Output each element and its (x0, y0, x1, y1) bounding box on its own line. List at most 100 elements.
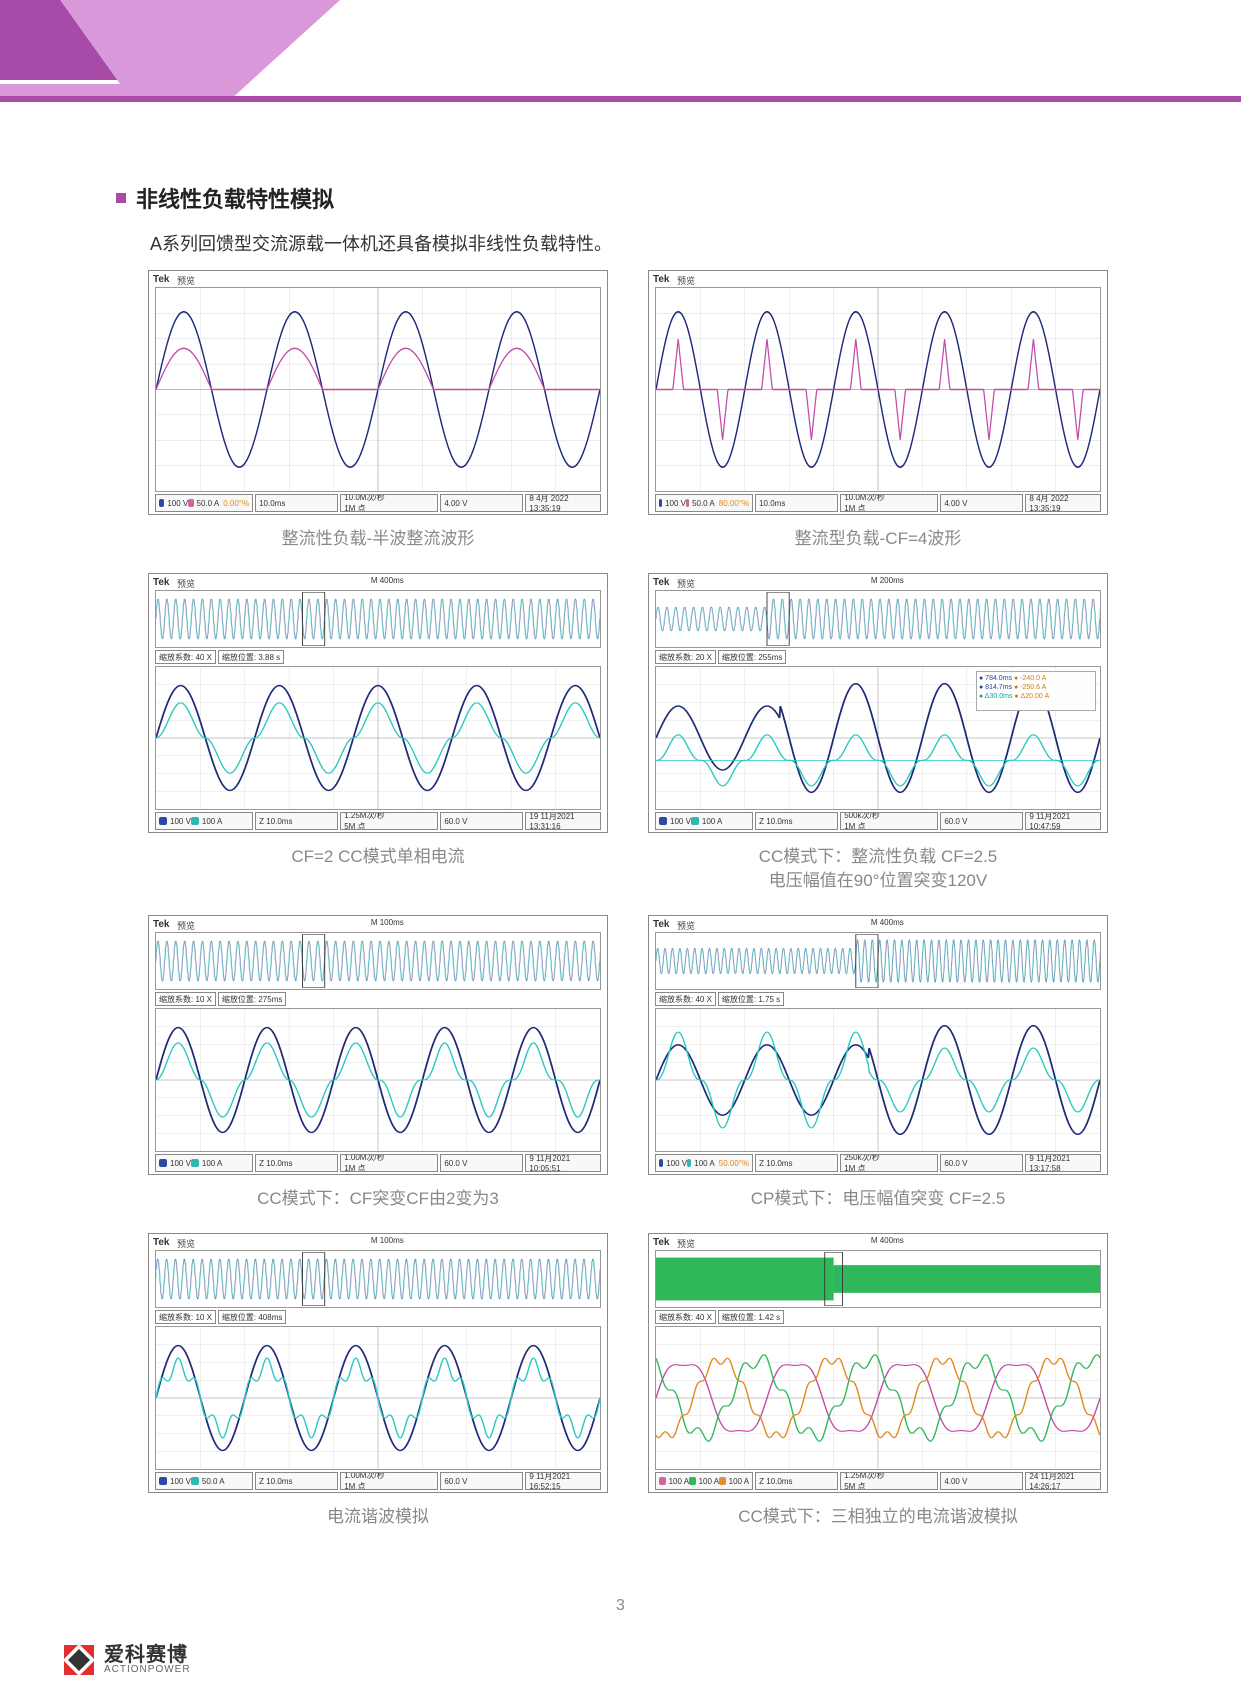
timebase: Z 10.0ms (255, 1154, 338, 1172)
sample-rate: 1.00M次/秒1M 点 (340, 1472, 438, 1490)
trigger: 4.00 V (940, 494, 1023, 512)
trigger: 60.0 V (440, 1154, 523, 1172)
oscilloscope-s6: Tek 预览 M 400ms 缩放系数: 40 X缩放位置: 1.75 s 100 V … (648, 915, 1108, 1175)
section-bullet (116, 193, 126, 203)
time-marker: M 400ms (369, 576, 406, 585)
scope-status-bar: 100 V 100 A Z 10.0ms1.00M次/秒1M 点60.0 V9 … (155, 1154, 601, 1172)
scope-brand: Tek (653, 274, 670, 285)
main-plot (655, 1326, 1101, 1470)
zoom-info: 缩放位置: 1.75 s (718, 992, 784, 1006)
timestamp: 8 4月 202213:35:19 (1025, 494, 1101, 512)
scope-caption: CP模式下：电压幅值突变 CF=2.5 (751, 1187, 1006, 1211)
main-plot (655, 287, 1101, 492)
sample-rate: 1.00M次/秒1M 点 (340, 1154, 438, 1172)
scope-caption: 整流性负载-半波整流波形 (282, 527, 475, 551)
zoom-label: 缩放系数: 40 X缩放位置: 1.75 s (655, 992, 1101, 1006)
scope-status-bar: 100 V 50.0 A 80.00°%10.0ms10.0M次/秒1M 点4.… (655, 494, 1101, 512)
timebase: Z 10.0ms (255, 1472, 338, 1490)
sample-rate: 500k次/秒1M 点 (840, 812, 938, 830)
zoom-info: 缩放位置: 275ms (218, 992, 286, 1006)
footer-logo: 爱科赛博 ACTIONPOWER (62, 1643, 191, 1677)
footer-brand-en: ACTIONPOWER (104, 1665, 191, 1675)
zoom-info: 缩放系数: 10 X (155, 1310, 216, 1324)
scope-status-bar: 100 V 100 A Z 10.0ms1.25M次/秒5M 点60.0 V19… (155, 812, 601, 830)
zoom-info: 缩放位置: 255ms (718, 650, 786, 664)
timebase: Z 10.0ms (755, 1472, 838, 1490)
sample-rate: 10.0M次/秒1M 点 (340, 494, 438, 512)
time-marker: M 200ms (869, 576, 906, 585)
scope-mode: 预览 (177, 577, 195, 590)
scope-brand: Tek (153, 1237, 170, 1248)
channel-info: 100 V 50.0 A 80.00°% (655, 494, 753, 512)
channel-info: 100 V 50.0 A (155, 1472, 253, 1490)
channel-info: 100 V 100 A (155, 1154, 253, 1172)
sample-rate: 250k次/秒1M 点 (840, 1154, 938, 1172)
trigger: 4.00 V (940, 1472, 1023, 1490)
zoom-label: 缩放系数: 40 X缩放位置: 3.88 s (155, 650, 601, 664)
channel-info: 100 V 50.0 A 0.00°% (155, 494, 253, 512)
oscilloscope-s2: Tek 预览 100 V 50.0 A 80.00°%10.0ms10.0M次/秒1… (648, 270, 1108, 515)
oscilloscope-s1: Tek预览100 V 50.0 A 0.00°%10.0ms10.0M次/秒1M… (148, 270, 608, 515)
time-marker: M 400ms (869, 1236, 906, 1245)
channel-info: 100 V 100 A 50.00°% (655, 1154, 753, 1172)
zoom-info: 缩放系数: 40 X (655, 1310, 716, 1324)
timestamp: 24 11月202114:26:17 (1025, 1472, 1101, 1490)
time-marker: M 100ms (369, 918, 406, 927)
trigger: 4.00 V (440, 494, 523, 512)
scope-mode: 预览 (677, 919, 695, 932)
time-marker: M 400ms (869, 918, 906, 927)
timestamp: 9 11月202113:17:58 (1025, 1154, 1101, 1172)
header-accent (0, 0, 1241, 120)
main-plot (155, 1326, 601, 1470)
scope-brand: Tek (653, 919, 670, 930)
zoom-info: 缩放位置: 408ms (218, 1310, 286, 1324)
timebase: 10.0ms (255, 494, 338, 512)
scope-brand: Tek (153, 577, 170, 588)
oscilloscope-s3: Tek 预览 M 400ms 缩放系数: 40 X缩放位置: 3.88 s 100 V … (148, 573, 608, 833)
trigger: 60.0 V (440, 1472, 523, 1490)
scope-mode: 预览 (677, 274, 695, 287)
scope-status-bar: 100 V 100 A 50.00°%Z 10.0ms250k次/秒1M 点60… (655, 1154, 1101, 1172)
scope-caption: CC模式下：CF突变CF由2变为3 (257, 1187, 499, 1211)
sample-rate: 1.25M次/秒5M 点 (340, 812, 438, 830)
timestamp: 9 11月202110:05:51 (525, 1154, 601, 1172)
sample-rate: 10.0M次/秒1M 点 (840, 494, 938, 512)
page-number: 3 (616, 1597, 625, 1615)
cursor-readout: ● 784.0ms ● -240.0 A● 814.7ms ● -250.6 A… (976, 671, 1096, 711)
footer-brand-cn: 爱科赛博 (104, 1645, 191, 1665)
zoom-info: 缩放系数: 40 X (155, 650, 216, 664)
main-plot (655, 1008, 1101, 1152)
sample-rate: 1.25M次/秒5M 点 (840, 1472, 938, 1490)
oscilloscope-s8: Tek预览M 400ms缩放系数: 40 X缩放位置: 1.42 s100 A … (648, 1233, 1108, 1493)
scope-mode: 预览 (177, 919, 195, 932)
scope-brand: Tek (653, 577, 670, 588)
timestamp: 8 4月 202213:35:19 (525, 494, 601, 512)
scope-brand: Tek (153, 274, 170, 285)
main-plot (155, 1008, 601, 1152)
logo-icon (62, 1643, 96, 1677)
scope-status-bar: 100 V 50.0 A 0.00°%10.0ms10.0M次/秒1M 点4.0… (155, 494, 601, 512)
timebase: Z 10.0ms (255, 812, 338, 830)
timestamp: 9 11月202110:47:59 (1025, 812, 1101, 830)
scope-caption: 整流型负载-CF=4波形 (795, 527, 962, 551)
scope-caption: 电流谐波模拟 (327, 1505, 429, 1529)
timestamp: 19 11月202113:31:16 (525, 812, 601, 830)
zoom-label: 缩放系数: 20 X缩放位置: 255ms (655, 650, 1101, 664)
overview-plot (155, 590, 601, 648)
trigger: 60.0 V (440, 812, 523, 830)
timebase: 10.0ms (755, 494, 838, 512)
scope-mode: 预览 (677, 577, 695, 590)
zoom-info: 缩放系数: 20 X (655, 650, 716, 664)
zoom-label: 缩放系数: 10 X缩放位置: 275ms (155, 992, 601, 1006)
channel-info: 100 V 100 A (655, 812, 753, 830)
scope-brand: Tek (653, 1237, 670, 1248)
zoom-info: 缩放位置: 3.88 s (218, 650, 284, 664)
timestamp: 9 11月202116:52:15 (525, 1472, 601, 1490)
oscilloscope-s7: Tek预览M 100ms缩放系数: 10 X缩放位置: 408ms100 V 5… (148, 1233, 608, 1493)
zoom-label: 缩放系数: 10 X缩放位置: 408ms (155, 1310, 601, 1324)
main-plot (155, 287, 601, 492)
scope-mode: 预览 (677, 1237, 695, 1250)
trigger: 60.0 V (940, 812, 1023, 830)
zoom-info: 缩放系数: 40 X (655, 992, 716, 1006)
scope-status-bar: 100 V 100 A Z 10.0ms500k次/秒1M 点60.0 V9 1… (655, 812, 1101, 830)
